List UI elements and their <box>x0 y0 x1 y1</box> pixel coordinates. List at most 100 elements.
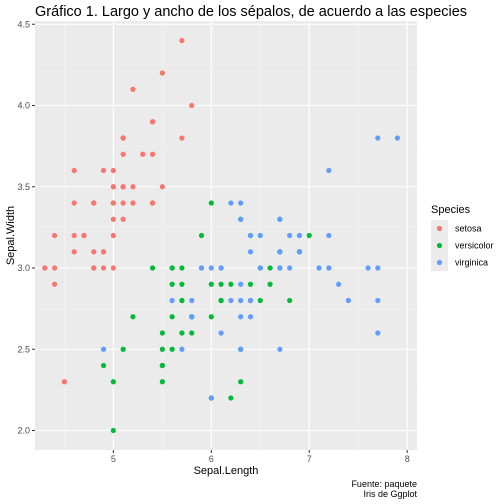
point-setosa <box>130 200 136 206</box>
point-virginica <box>208 395 214 401</box>
point-virginica <box>277 346 283 352</box>
point-virginica <box>316 265 322 271</box>
point-virginica <box>296 249 303 255</box>
point-virginica <box>277 216 283 222</box>
point-setosa <box>120 135 126 141</box>
point-setosa <box>120 200 126 206</box>
caption-line-2: Iris de Ggplot <box>363 489 417 499</box>
point-virginica <box>336 281 342 287</box>
point-versicolor <box>159 330 165 336</box>
point-setosa <box>149 200 156 206</box>
point-setosa <box>81 232 87 239</box>
point-setosa <box>149 119 156 125</box>
point-versicolor <box>208 314 214 320</box>
point-versicolor <box>169 281 175 287</box>
point-virginica <box>238 281 244 287</box>
point-setosa <box>51 281 58 287</box>
point-virginica <box>247 232 254 239</box>
x-axis-title: Sepal.Length <box>194 465 259 477</box>
point-virginica <box>189 314 195 320</box>
point-setosa <box>42 265 48 271</box>
point-versicolor <box>120 346 126 352</box>
x-tick-label: 7 <box>307 454 312 464</box>
point-virginica <box>247 314 254 320</box>
chart-title: Gráfico 1. Largo y ancho de los sépalos,… <box>35 4 467 20</box>
point-virginica <box>257 232 263 239</box>
y-axis-title: Sepal.Width <box>5 206 17 265</box>
point-versicolor <box>179 281 185 287</box>
y-axis-tick-labels: 2.0 2.5 3.0 3.5 4.0 4.5 <box>17 19 30 435</box>
point-virginica <box>228 297 234 304</box>
plot-panel <box>35 21 417 450</box>
point-versicolor <box>110 427 116 434</box>
point-virginica <box>218 330 224 336</box>
point-versicolor <box>218 297 224 304</box>
point-versicolor <box>179 265 185 271</box>
point-versicolor <box>149 265 156 271</box>
point-virginica <box>238 297 244 304</box>
point-setosa <box>159 184 165 190</box>
y-tick-label: 4.0 <box>17 101 30 111</box>
point-setosa <box>100 265 107 271</box>
point-virginica <box>238 314 244 320</box>
x-tick-label: 6 <box>209 454 214 464</box>
point-virginica <box>208 265 214 271</box>
point-versicolor <box>110 379 116 385</box>
point-setosa <box>110 200 116 206</box>
point-versicolor <box>267 265 273 271</box>
point-setosa <box>140 151 146 157</box>
point-setosa <box>120 184 126 190</box>
point-virginica <box>287 232 293 239</box>
legend-label-setosa: setosa <box>455 224 482 234</box>
point-virginica <box>238 346 244 352</box>
point-versicolor <box>306 232 312 239</box>
point-virginica <box>326 167 332 174</box>
point-versicolor <box>228 281 234 287</box>
point-virginica <box>238 200 244 206</box>
point-virginica <box>375 297 381 304</box>
point-versicolor <box>159 346 165 352</box>
point-virginica <box>394 135 401 141</box>
point-virginica <box>326 232 332 239</box>
point-virginica <box>169 297 175 304</box>
point-setosa <box>179 135 185 141</box>
point-setosa <box>51 265 58 271</box>
point-virginica <box>100 346 107 352</box>
point-setosa <box>149 151 156 157</box>
point-setosa <box>110 167 116 174</box>
point-virginica <box>238 216 244 222</box>
point-setosa <box>91 200 97 206</box>
legend-title: Species <box>431 204 471 216</box>
legend-label-versicolor: versicolor <box>455 241 494 251</box>
legend-keys: setosa versicolor virginica <box>431 220 494 271</box>
point-virginica <box>198 265 205 271</box>
point-virginica <box>257 265 263 271</box>
point-versicolor <box>159 379 165 385</box>
point-versicolor <box>100 362 107 369</box>
point-versicolor <box>228 395 234 401</box>
point-virginica <box>247 297 254 304</box>
point-setosa <box>120 151 126 157</box>
major-gridlines <box>35 21 417 450</box>
point-versicolor <box>179 297 185 304</box>
x-tick-label: 8 <box>405 454 410 464</box>
legend-key-versicolor <box>436 242 443 249</box>
point-virginica <box>326 265 332 271</box>
legend-key-virginica <box>436 259 443 266</box>
point-virginica <box>375 135 381 141</box>
point-setosa <box>91 249 97 255</box>
y-tick-label: 4.5 <box>17 19 30 29</box>
point-versicolor <box>218 281 224 287</box>
point-virginica <box>218 265 224 271</box>
point-virginica <box>296 232 303 239</box>
point-setosa <box>51 232 58 239</box>
point-virginica <box>277 249 283 255</box>
point-setosa <box>61 379 67 385</box>
axis-ticks <box>32 23 408 453</box>
point-setosa <box>130 86 136 92</box>
point-versicolor <box>169 314 175 320</box>
point-virginica <box>375 330 381 336</box>
legend-label-virginica: virginica <box>455 258 488 268</box>
point-virginica <box>345 297 352 304</box>
